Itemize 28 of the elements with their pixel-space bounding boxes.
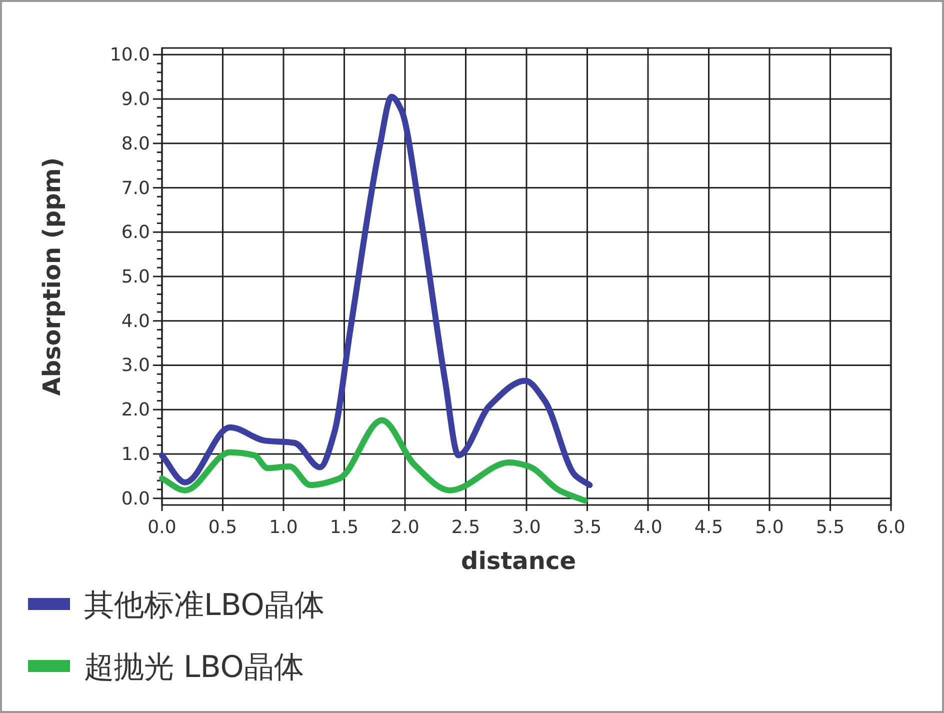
x-tick-label: 6.0 xyxy=(876,517,906,538)
y-tick-label: 9.0 xyxy=(121,89,150,110)
x-tick-label: 4.5 xyxy=(694,517,724,538)
y-tick-label: 2.0 xyxy=(121,400,150,421)
x-tick-label: 4.0 xyxy=(634,517,662,538)
x-tick-label: 1.0 xyxy=(269,517,298,538)
y-tick-label: 7.0 xyxy=(121,178,150,199)
legend-label: 超抛光 LBO晶体 xyxy=(84,650,304,685)
x-tick-label: 5.0 xyxy=(755,517,784,538)
x-tick-label: 2.5 xyxy=(451,517,480,538)
x-tick-label: 3.5 xyxy=(572,517,602,538)
x-tick-label: 2.0 xyxy=(390,517,420,538)
y-tick-label: 0.0 xyxy=(121,488,150,510)
y-tick-label: 8.0 xyxy=(121,133,150,154)
x-tick-label: 0.0 xyxy=(148,517,176,538)
y-tick-label: 6.0 xyxy=(121,222,150,244)
y-tick-label: 3.0 xyxy=(121,355,150,376)
y-tick-label: 1.0 xyxy=(121,444,150,465)
x-tick-label: 0.5 xyxy=(208,517,238,538)
y-tick-label: 5.0 xyxy=(121,266,150,288)
x-tick-label: 3.0 xyxy=(512,517,541,538)
y-tick-label: 4.0 xyxy=(121,310,150,332)
x-tick-label: 5.5 xyxy=(816,517,845,538)
x-tick-label: 1.5 xyxy=(330,517,359,538)
legend-label: 其他标准LBO晶体 xyxy=(84,588,324,623)
y-axis-title: Absorption (ppm) xyxy=(38,157,66,396)
x-axis-title: distance xyxy=(461,547,576,575)
y-tick-label: 10.0 xyxy=(110,44,150,66)
